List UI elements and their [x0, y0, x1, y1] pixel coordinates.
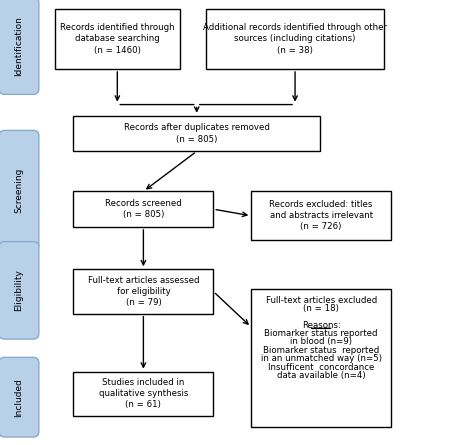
Text: Screening: Screening [15, 168, 23, 213]
FancyBboxPatch shape [0, 242, 39, 339]
FancyBboxPatch shape [73, 116, 320, 151]
Text: Records after duplicates removed
(n = 805): Records after duplicates removed (n = 80… [124, 123, 270, 144]
Text: in an unmatched way (n=5): in an unmatched way (n=5) [261, 354, 382, 363]
Text: Insufficent  concordance: Insufficent concordance [268, 363, 374, 372]
Text: Studies included in
qualitative synthesis
(n = 61): Studies included in qualitative synthesi… [99, 378, 188, 409]
FancyBboxPatch shape [73, 191, 213, 227]
FancyBboxPatch shape [206, 9, 384, 69]
Text: data available (n=4): data available (n=4) [277, 371, 365, 380]
Text: Full-text articles excluded: Full-text articles excluded [265, 295, 377, 305]
Text: Additional records identified through other
sources (including citations)
(n = 3: Additional records identified through ot… [203, 23, 387, 55]
Text: Records excluded: titles
and abstracts irrelevant
(n = 726): Records excluded: titles and abstracts i… [269, 200, 373, 231]
Text: Biomarker status reported: Biomarker status reported [264, 329, 378, 338]
Text: Reasons:: Reasons: [301, 321, 341, 330]
Text: Full-text articles assessed
for eligibility
(n = 79): Full-text articles assessed for eligibil… [88, 276, 199, 307]
FancyBboxPatch shape [0, 0, 39, 94]
Text: (n = 18): (n = 18) [303, 304, 339, 313]
Text: Included: Included [15, 378, 23, 417]
FancyBboxPatch shape [0, 130, 39, 250]
FancyBboxPatch shape [55, 9, 180, 69]
Text: Eligibility: Eligibility [15, 269, 23, 311]
Text: Records identified through
database searching
(n = 1460): Records identified through database sear… [60, 23, 174, 55]
FancyBboxPatch shape [251, 289, 391, 427]
Text: Records screened
(n = 805): Records screened (n = 805) [105, 199, 182, 219]
Text: Identification: Identification [15, 16, 23, 76]
FancyBboxPatch shape [0, 357, 39, 437]
FancyBboxPatch shape [73, 372, 213, 416]
FancyBboxPatch shape [251, 191, 391, 240]
FancyBboxPatch shape [73, 269, 213, 314]
Text: in blood (n=9): in blood (n=9) [290, 337, 352, 347]
Text: Biomarker status  reported: Biomarker status reported [263, 346, 379, 355]
